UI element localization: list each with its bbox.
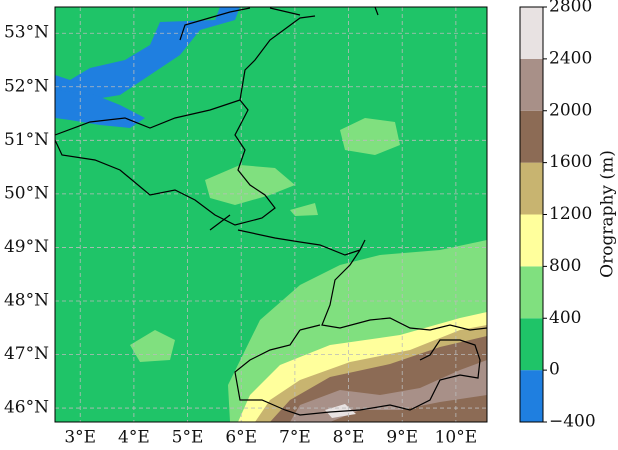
colorbar-tick-label: 400 <box>549 308 581 328</box>
lon-label: 5°E <box>172 428 204 447</box>
lon-label: 7°E <box>279 428 311 447</box>
lon-label: 10°E <box>435 428 478 447</box>
colorbar-segment <box>520 162 543 215</box>
colorbar-segment <box>520 58 543 111</box>
lon-label: 4°E <box>118 428 150 447</box>
hill-field <box>205 165 318 216</box>
hill-field <box>340 118 400 155</box>
lat-label: 49°N <box>4 237 49 257</box>
colorbar-tick-label: 800 <box>549 256 581 276</box>
colorbar-segment <box>520 370 543 422</box>
lon-label: 8°E <box>333 428 365 447</box>
colorbar-tick-label: 1600 <box>549 152 592 172</box>
map-frame <box>54 6 488 423</box>
colorbar-segment <box>520 7 543 59</box>
colorbar-tick-label: 2400 <box>549 48 592 68</box>
lat-label: 47°N <box>4 344 49 364</box>
hill-field <box>130 330 175 362</box>
lat-label: 51°N <box>4 130 49 150</box>
lat-label: 48°N <box>4 290 49 310</box>
colorbar-segment <box>520 318 543 371</box>
colorbar-tick-label: 2000 <box>549 100 592 120</box>
colorbar-segment <box>520 110 543 163</box>
lat-label: 50°N <box>4 183 49 203</box>
colorbar-tick-label: 2800 <box>549 0 592 17</box>
colorbar-label: Orography (m) <box>598 150 618 278</box>
colorbar-tick-label: 0 <box>549 360 560 380</box>
colorbar-segment <box>520 266 543 319</box>
lon-label: 3°E <box>64 428 96 447</box>
border-line <box>234 239 488 416</box>
lat-label: 46°N <box>4 398 49 418</box>
colorbar-segment <box>520 214 543 267</box>
colorbar-tick-label: −400 <box>549 412 596 432</box>
colorbar-tick-label: 1200 <box>549 204 592 224</box>
borders <box>54 6 488 416</box>
lon-label: 6°E <box>225 428 257 447</box>
lat-label: 53°N <box>4 23 49 43</box>
map-fields <box>55 7 487 422</box>
border-line <box>54 99 361 256</box>
lon-label: 9°E <box>386 428 418 447</box>
coast-field <box>55 7 220 80</box>
colorbar: −400 0 400 800 1200 1600 2000 2400 2800 <box>519 0 596 432</box>
border-line <box>54 6 379 136</box>
lat-label: 52°N <box>4 76 49 96</box>
